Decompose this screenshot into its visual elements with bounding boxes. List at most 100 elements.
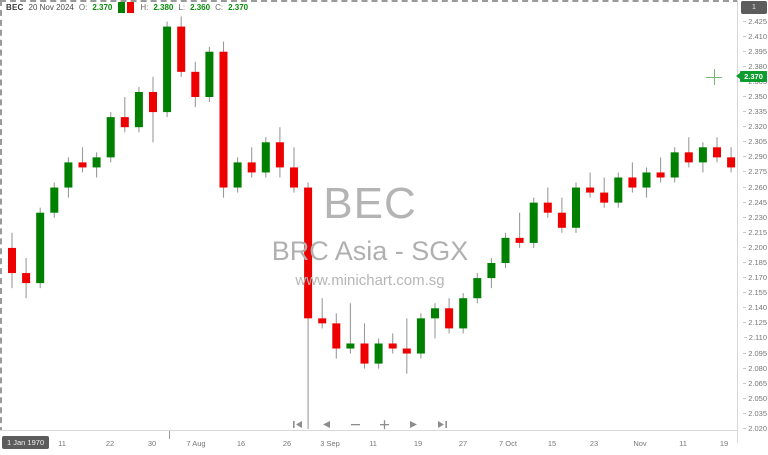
date-tick: 11 bbox=[58, 439, 66, 448]
candlestick-plot-area[interactable]: BEC BRC Asia - SGX www.minichart.com.sg bbox=[2, 14, 738, 429]
date-tick: 19 bbox=[413, 439, 423, 448]
date-tick: 19 bbox=[719, 439, 729, 448]
date-axis-badge-label: 1 Jan 1970 bbox=[7, 437, 45, 447]
candle bbox=[134, 86, 143, 133]
step-forward-button[interactable] bbox=[407, 418, 420, 431]
candle-body-down bbox=[149, 91, 157, 113]
candle bbox=[360, 323, 369, 369]
price-tick: 2.035 bbox=[743, 408, 767, 418]
date-tick: 15 bbox=[547, 439, 557, 448]
candle-body-down bbox=[360, 343, 369, 364]
step-back-button[interactable] bbox=[320, 418, 333, 431]
candle bbox=[402, 318, 411, 374]
candle-body-down bbox=[120, 117, 129, 128]
price-tick: 2.380 bbox=[743, 61, 767, 71]
price-axis[interactable]: 1 2.4252.4102.3952.3802.3652.3502.3352.3… bbox=[736, 0, 768, 443]
price-tick: 2.350 bbox=[743, 92, 767, 101]
candle bbox=[290, 147, 298, 193]
candle bbox=[473, 273, 482, 304]
skip-to-end-button[interactable] bbox=[436, 418, 449, 431]
candle-body-down bbox=[219, 51, 228, 188]
candle-body-down bbox=[304, 187, 313, 319]
candle bbox=[557, 197, 566, 233]
price-tick: 2.095 bbox=[743, 348, 767, 358]
candle-body-up bbox=[642, 172, 651, 188]
low-value: 2.360 bbox=[190, 2, 211, 12]
candle bbox=[684, 137, 693, 168]
candle-body-down bbox=[727, 157, 736, 168]
candle-body-up bbox=[431, 308, 439, 319]
candle bbox=[205, 46, 214, 103]
mini-candle-pair bbox=[118, 1, 135, 13]
candle bbox=[22, 257, 31, 299]
candle-body-up bbox=[459, 298, 468, 329]
candle-body-down bbox=[191, 71, 200, 97]
candle bbox=[698, 142, 707, 173]
date-tick: 11 bbox=[679, 439, 687, 448]
candle-body-up bbox=[36, 212, 45, 284]
candle bbox=[163, 21, 172, 118]
skip-to-start-button[interactable] bbox=[291, 418, 304, 431]
candle-body-down bbox=[8, 247, 16, 274]
candle-body-down bbox=[515, 237, 524, 243]
price-tick: 2.230 bbox=[743, 212, 767, 222]
price-tick: 2.170 bbox=[743, 273, 767, 283]
candle bbox=[572, 182, 580, 233]
candle bbox=[233, 157, 242, 193]
candle-body-down bbox=[445, 308, 454, 329]
candle-body-down bbox=[684, 152, 693, 163]
candle-body-down bbox=[332, 323, 341, 349]
price-axis-badge[interactable]: 1 bbox=[741, 1, 767, 14]
chart-frame-top-border bbox=[0, 0, 739, 2]
price-tick: 2.080 bbox=[743, 363, 767, 373]
candle bbox=[543, 187, 552, 218]
price-tick: 2.140 bbox=[743, 303, 767, 313]
close-label: C: bbox=[215, 2, 224, 12]
candle-body-up bbox=[473, 278, 482, 299]
date-label: 20 Nov 2024 bbox=[28, 2, 74, 12]
price-tick: 2.125 bbox=[743, 318, 767, 328]
date-axis[interactable]: 1 Jan 1970 11 22 30 7 Aug 16 26 3 Sep 11 19 27 7 O… bbox=[0, 430, 739, 455]
price-tick: 2.245 bbox=[743, 197, 767, 207]
candle bbox=[529, 197, 538, 248]
zoom-out-button[interactable] bbox=[349, 418, 362, 431]
crosshair-vertical bbox=[714, 68, 715, 85]
zoom-in-button[interactable] bbox=[378, 418, 391, 431]
price-tick: 2.320 bbox=[743, 122, 767, 132]
candle bbox=[219, 41, 228, 198]
candle bbox=[727, 147, 736, 173]
minus-icon bbox=[350, 419, 361, 430]
candle bbox=[191, 61, 200, 108]
candle-body-up bbox=[64, 162, 73, 188]
candle-body-down bbox=[247, 162, 256, 173]
candle-body-up bbox=[614, 177, 623, 203]
close-value: 2.370 bbox=[228, 2, 249, 12]
date-tick: 7 Aug bbox=[186, 439, 206, 448]
candle bbox=[346, 303, 355, 354]
candle-body-up bbox=[572, 187, 580, 228]
date-tick: Nov bbox=[633, 439, 647, 448]
candle bbox=[600, 177, 609, 208]
candle-body-down bbox=[388, 343, 397, 349]
candle-body-down bbox=[656, 172, 665, 178]
candle bbox=[416, 313, 425, 359]
playback-toolbar[interactable] bbox=[0, 418, 739, 431]
candle bbox=[261, 137, 270, 178]
candle-body-up bbox=[487, 263, 496, 279]
price-tick: 2.395 bbox=[743, 46, 767, 56]
date-axis-badge[interactable]: 1 Jan 1970 bbox=[2, 436, 50, 449]
current-price-value: 2.370 bbox=[744, 72, 763, 82]
candle bbox=[8, 232, 16, 289]
candle-body-up bbox=[346, 343, 355, 349]
date-tick: 11 bbox=[369, 439, 377, 448]
candle bbox=[374, 338, 383, 369]
price-tick: 2.185 bbox=[743, 258, 767, 267]
candle-body-down bbox=[543, 202, 552, 213]
price-tick: 2.305 bbox=[743, 137, 767, 147]
candle-body-down bbox=[557, 212, 566, 228]
price-tick: 2.020 bbox=[743, 424, 767, 433]
candle-body-up bbox=[92, 157, 101, 168]
candle-body-up bbox=[698, 147, 707, 163]
play-forward-icon bbox=[408, 419, 419, 430]
